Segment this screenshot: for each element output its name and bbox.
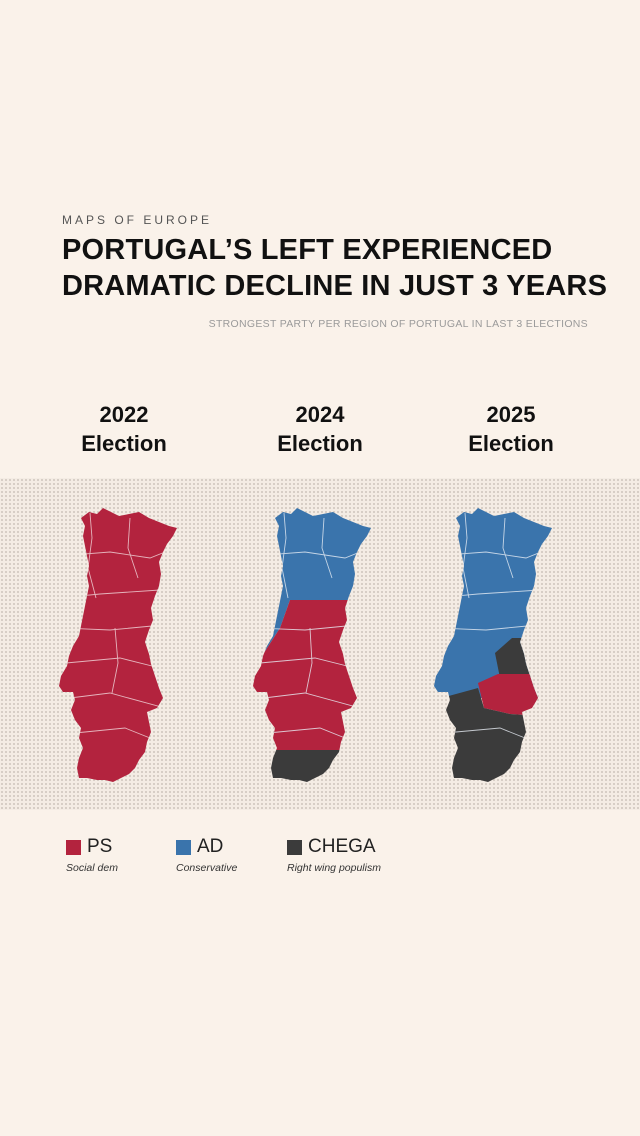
legend-party: PS: [87, 836, 113, 857]
maps-svg: [59, 508, 552, 782]
legend-item-chega: CHEGA Right wing populism: [287, 836, 381, 874]
legend-description: Right wing populism: [287, 862, 381, 874]
title-line-1: PORTUGAL’S LEFT EXPERIENCED: [62, 234, 553, 266]
title-line-2: DRAMATIC DECLINE IN JUST 3 YEARS: [62, 270, 608, 302]
region-chega-inland: [495, 638, 552, 678]
swatch-ps: [66, 839, 81, 855]
legend-description: Conservative: [176, 862, 238, 874]
map-2022: [59, 508, 177, 782]
map-election-label: Election: [468, 431, 554, 456]
legend-party: AD: [197, 836, 224, 857]
map-heading-2024: 2024 Election: [245, 400, 395, 458]
map-heading-2025: 2025 Election: [436, 400, 586, 458]
map-election-label: Election: [277, 431, 363, 456]
map-year: 2022: [99, 402, 149, 427]
swatch-chega: [287, 839, 302, 855]
map-year: 2025: [486, 402, 536, 427]
region-chega: [253, 750, 371, 782]
map-2025: [434, 508, 552, 782]
subtitle: STRONGEST PARTY PER REGION OF PORTUGAL I…: [208, 318, 588, 330]
maps-panel: [0, 478, 640, 810]
swatch-ad: [176, 839, 191, 855]
legend-description: Social dem: [66, 862, 118, 874]
page-title: PORTUGAL’S LEFT EXPERIENCED DRAMATIC DEC…: [62, 232, 622, 304]
legend-item-ps: PS Social dem: [66, 836, 118, 874]
kicker: MAPS OF EUROPE: [62, 213, 213, 227]
legend-item-ad: AD Conservative: [176, 836, 237, 874]
region-ps: [253, 600, 371, 750]
region-ps: [478, 674, 552, 716]
map-election-label: Election: [81, 431, 167, 456]
region-ps: [59, 508, 177, 782]
legend: PS Social dem AD Conservative CHEGA Righ…: [0, 836, 640, 886]
map-2024: [253, 508, 371, 782]
map-heading-2022: 2022 Election: [49, 400, 199, 458]
legend-party: CHEGA: [308, 836, 376, 857]
region-ad: [253, 508, 371, 600]
map-year: 2024: [295, 402, 345, 427]
